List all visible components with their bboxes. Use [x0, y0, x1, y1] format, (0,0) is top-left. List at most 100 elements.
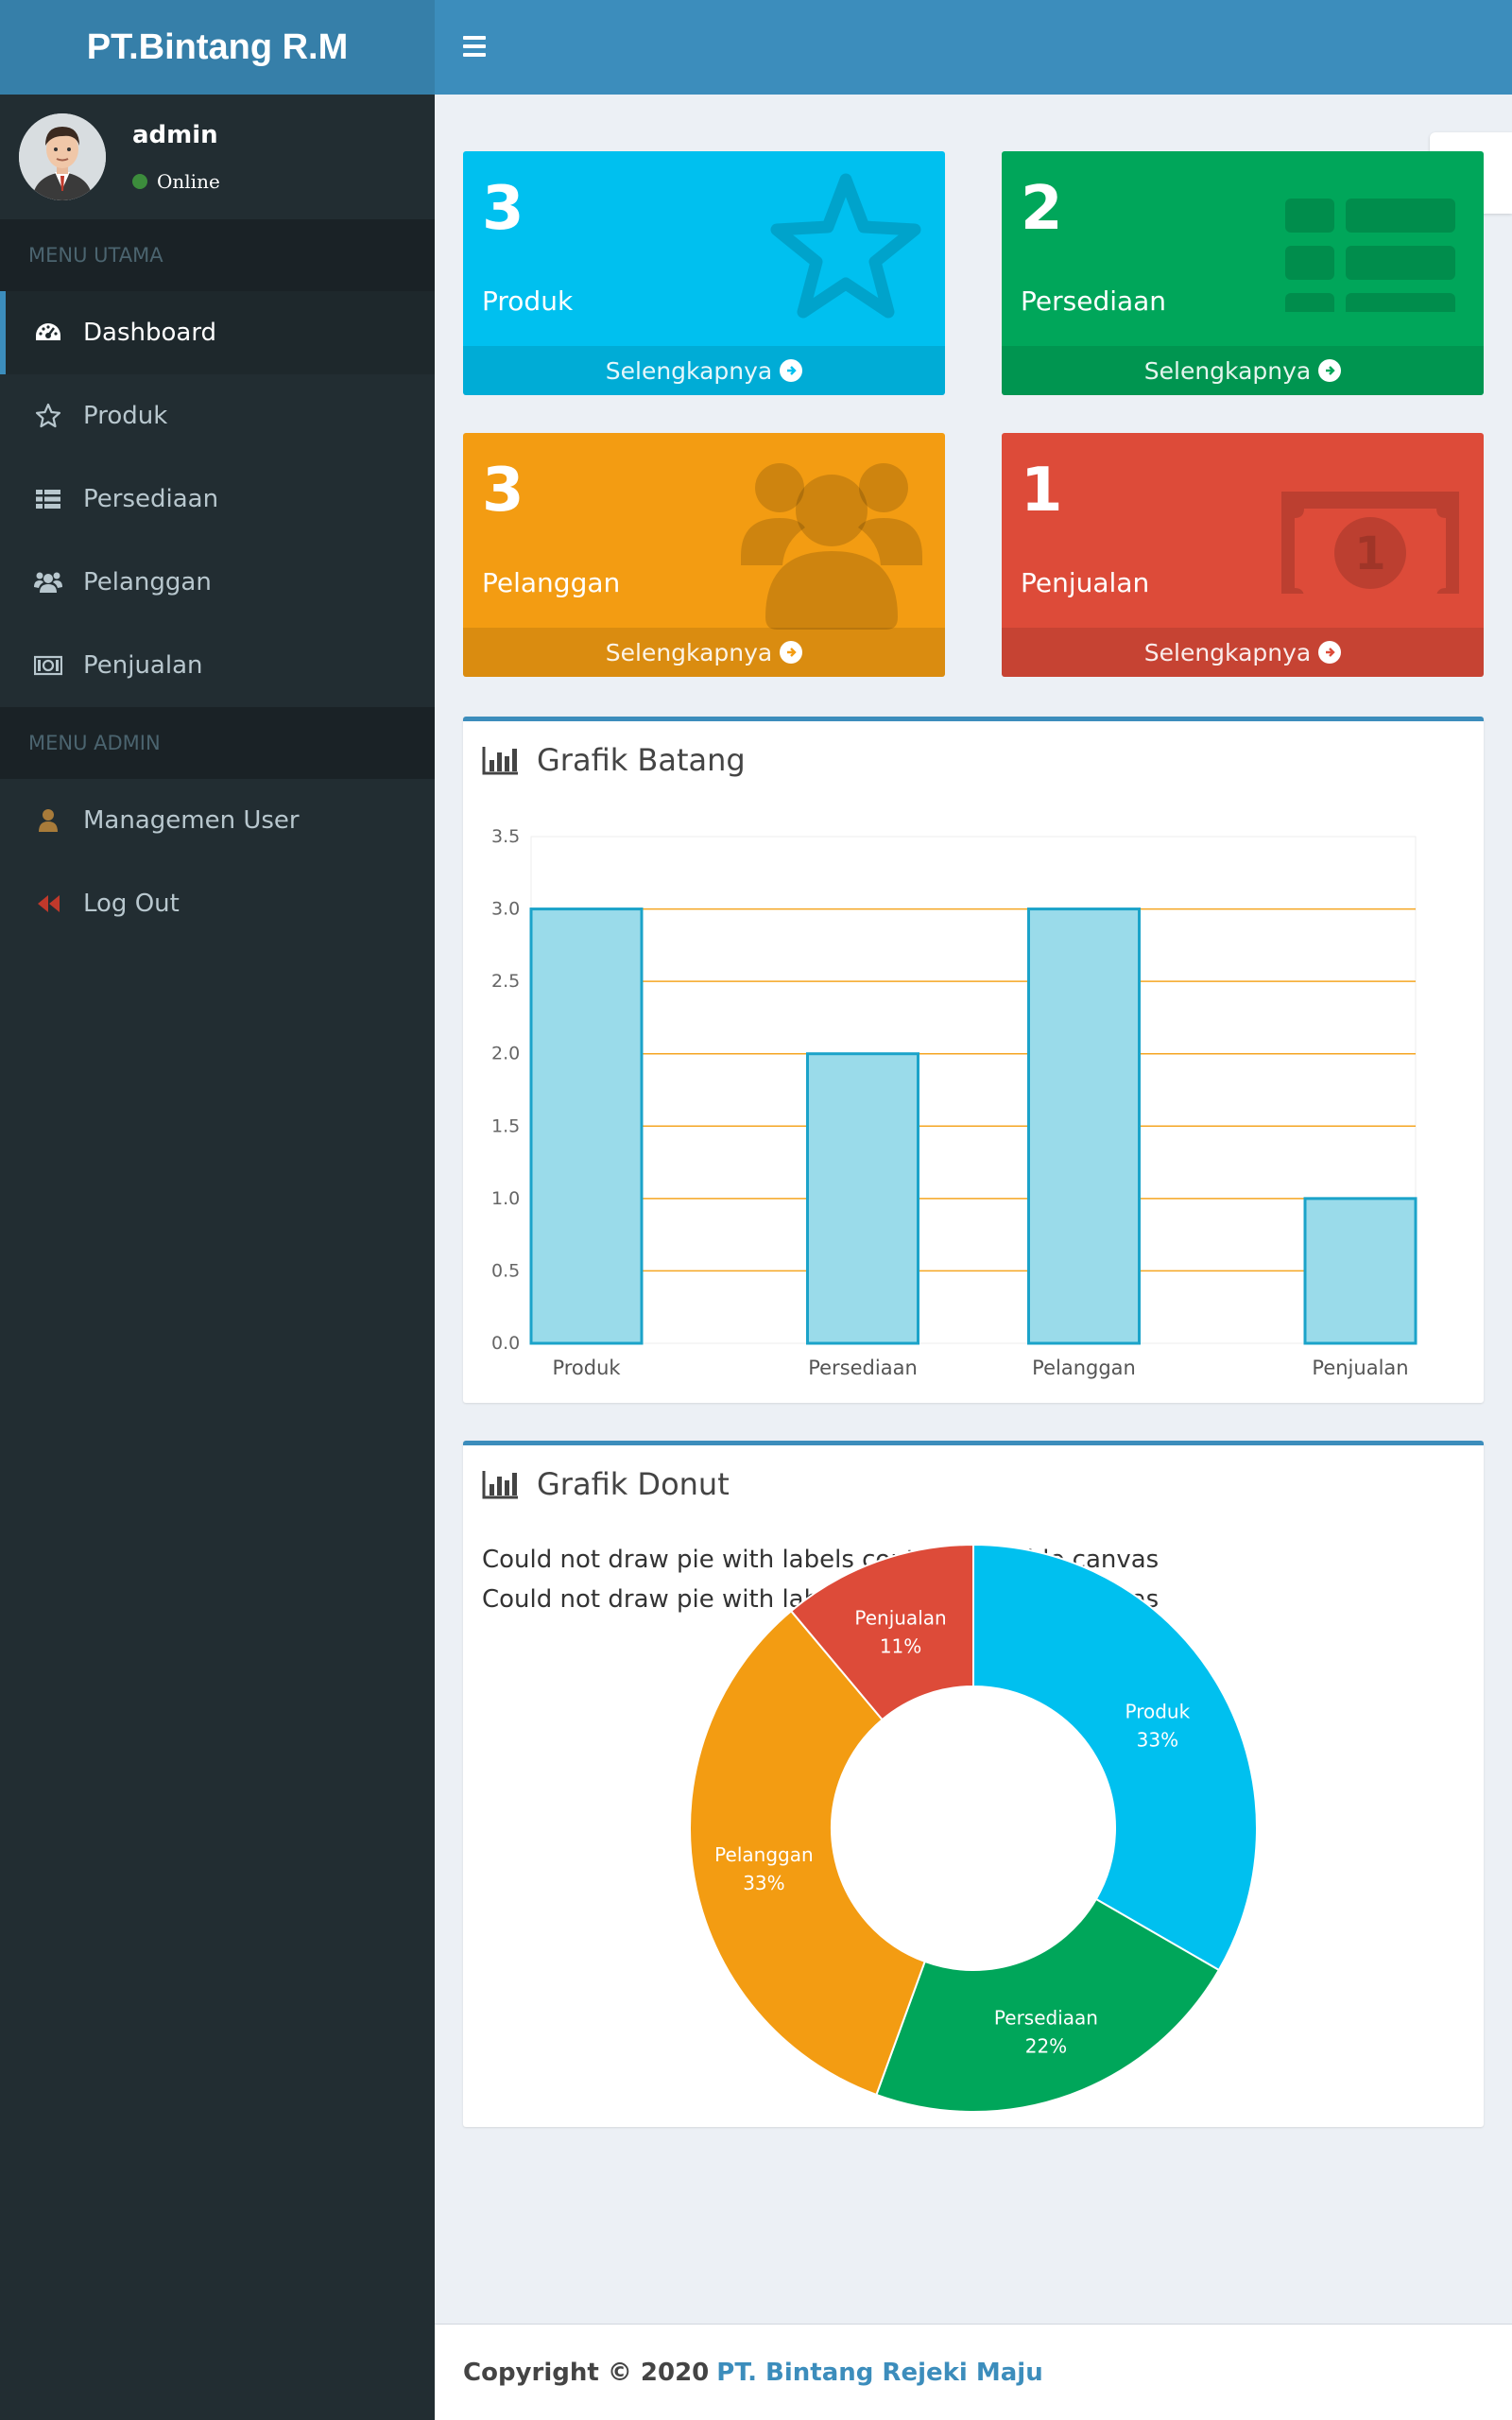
users-icon	[737, 452, 926, 645]
app-title: PT.Bintang R.M	[86, 26, 349, 67]
star-icon	[765, 170, 926, 335]
sidebar-item-label: Penjualan	[83, 651, 203, 680]
sidebar-item-produk[interactable]: Produk	[0, 374, 435, 458]
y-tick-label: 2.0	[491, 1044, 520, 1064]
sidebar-toggle-icon[interactable]	[463, 36, 486, 57]
stat-value: 2	[1021, 174, 1063, 244]
stat-box-produk: 3 Produk Selengkapnya	[463, 151, 945, 395]
more-info-label: Selengkapnya	[605, 356, 773, 385]
sidebar-item-label: Dashboard	[83, 319, 217, 347]
arrow-circle-right-icon	[1318, 359, 1342, 382]
stat-box-penjualan: 1 Penjualan 1 Selengkapnya	[1002, 433, 1484, 677]
stat-box-persediaan: 2 Persediaan Selengkapnya	[1002, 151, 1484, 395]
bar[interactable]	[806, 1052, 919, 1345]
bar-chart-icon	[482, 1471, 518, 1499]
user-panel: admin Online	[0, 95, 435, 219]
y-tick-label: 2.5	[491, 971, 520, 992]
more-info-link[interactable]: Selengkapnya	[1002, 628, 1484, 677]
sidebar-item-label: Produk	[83, 402, 168, 430]
sidebar-item-label: Managemen User	[83, 806, 300, 835]
online-status-icon	[132, 174, 147, 189]
more-info-link[interactable]: Selengkapnya	[463, 628, 945, 677]
user-status: Online	[132, 170, 220, 193]
x-tick-label: Persediaan	[808, 1357, 918, 1379]
stat-value: 1	[1021, 456, 1063, 526]
arrow-circle-right-icon	[780, 359, 803, 382]
sidebar-item-label: Pelanggan	[83, 568, 212, 596]
more-info-label: Selengkapnya	[605, 638, 773, 666]
stat-label: Penjualan	[1021, 567, 1150, 598]
stat-value: 3	[482, 456, 524, 526]
y-tick-label: 1.5	[491, 1115, 520, 1136]
avatar	[19, 113, 106, 200]
sidebar-item-dashboard[interactable]: Dashboard	[0, 291, 435, 374]
stat-label: Produk	[482, 285, 574, 317]
page-footer: Copyright © 2020 PT. Bintang Rejeki Maju	[435, 2324, 1512, 2420]
money-icon	[34, 651, 62, 680]
y-tick-label: 0.5	[491, 1260, 520, 1281]
stat-label: Persediaan	[1021, 285, 1167, 317]
user-status-label: Online	[157, 170, 220, 193]
bar-chart-panel: Grafik Batang 0.0 0.5 1.0 1.5 2.0 2.5 3.0 3.5 Pr…	[463, 717, 1484, 1403]
bar[interactable]	[1027, 908, 1141, 1345]
y-tick-label: 3.0	[491, 899, 520, 920]
money-icon: 1	[1276, 452, 1465, 614]
user-icon	[34, 806, 62, 835]
users-icon	[34, 568, 62, 596]
panel-title: Grafik Batang	[482, 742, 746, 778]
list-icon	[34, 485, 62, 513]
y-tick-label: 1.0	[491, 1188, 520, 1209]
sidebar-item-pelanggan[interactable]: Pelanggan	[0, 541, 435, 624]
more-info-label: Selengkapnya	[1143, 356, 1312, 385]
sidebar: admin Online MENU UTAMA Dashboard Produk…	[0, 95, 435, 2420]
donut-slice[interactable]	[689, 1609, 926, 2097]
more-info-link[interactable]: Selengkapnya	[463, 346, 945, 395]
stat-value: 3	[482, 174, 524, 244]
more-info-label: Selengkapnya	[1143, 638, 1312, 666]
more-info-link[interactable]: Selengkapnya	[1002, 346, 1484, 395]
slice-percent: 33%	[1137, 1729, 1178, 1752]
donut-slice[interactable]	[875, 1897, 1221, 2113]
donut-slice[interactable]	[972, 1543, 1259, 1972]
dashboard-icon	[34, 319, 62, 347]
stat-box-pelanggan: 3 Pelanggan Selengkapnya	[463, 433, 945, 677]
sidebar-item-log-out[interactable]: Log Out	[0, 862, 435, 945]
donut-slice[interactable]	[789, 1543, 974, 1721]
sidebar-item-penjualan[interactable]: Penjualan	[0, 624, 435, 707]
sidebar-item-label: Persediaan	[83, 485, 219, 513]
app-logo[interactable]: PT.Bintang R.M	[0, 0, 435, 95]
x-tick-label: Pelanggan	[1032, 1357, 1136, 1379]
sidebar-item-managemen-user[interactable]: Managemen User	[0, 779, 435, 862]
user-name: admin	[132, 121, 218, 149]
slice-label: Penjualan	[854, 1607, 946, 1630]
x-tick-label: Produk	[552, 1357, 621, 1379]
menu-header-admin: MENU ADMIN	[0, 707, 435, 779]
slice-label: Pelanggan	[714, 1843, 813, 1866]
bar-chart: 0.0 0.5 1.0 1.5 2.0 2.5 3.0 3.5 Produk Persediaan…	[491, 826, 1418, 1379]
donut-chart-panel: Grafik Donut Could not draw pie with lab…	[463, 1441, 1484, 2127]
x-tick-label: Penjualan	[1312, 1357, 1408, 1379]
y-tick-label: 0.0	[491, 1333, 520, 1354]
slice-percent: 33%	[743, 1872, 784, 1894]
sidebar-item-persediaan[interactable]: Persediaan	[0, 458, 435, 541]
footer-brand-link[interactable]: PT. Bintang Rejeki Maju	[716, 2358, 1043, 2387]
slice-percent: 22%	[1025, 2034, 1067, 2057]
arrow-circle-right-icon	[1318, 641, 1342, 664]
y-tick-label: 3.5	[491, 826, 520, 847]
bar[interactable]	[1303, 1197, 1418, 1345]
menu-header-main: MENU UTAMA	[0, 219, 435, 291]
panel-title-text: Grafik Batang	[537, 742, 746, 778]
bar-chart-icon	[482, 747, 518, 775]
slice-label: Persediaan	[994, 2006, 1098, 2029]
slice-label: Produk	[1125, 1701, 1191, 1723]
top-navbar	[435, 0, 1512, 95]
slice-percent: 11%	[880, 1635, 921, 1658]
bar[interactable]	[529, 908, 644, 1345]
stat-label: Pelanggan	[482, 567, 621, 598]
list-icon	[1276, 170, 1465, 327]
plot-area	[530, 836, 1417, 1344]
backward-icon	[34, 890, 62, 918]
panel-title-text: Grafik Donut	[537, 1466, 730, 1502]
donut-chart: Produk 33% Persediaan 22% Pelanggan 33% Penjua…	[689, 1543, 1259, 2113]
arrow-circle-right-icon	[780, 641, 803, 664]
